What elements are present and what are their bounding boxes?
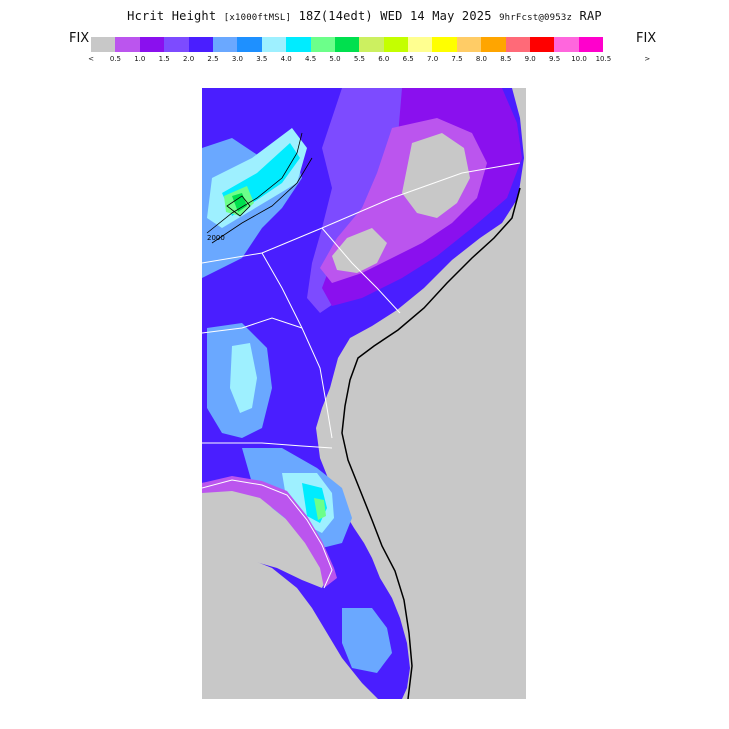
legend-swatch: [261, 37, 287, 52]
legend-swatch: [530, 37, 555, 52]
legend-tick-label: 2.0: [183, 55, 195, 63]
field-fix-sc: [332, 228, 387, 273]
map-title: Hcrit Height [x1000ftMSL] 18Z(14edt) WED…: [0, 9, 729, 23]
legend-ticks: <0.5 1.0 1.5 2.0 2.5 3.0 3.5 4.0 4.5 5.0 5.5 6.0 6.5…: [88, 55, 653, 67]
legend-swatch: [188, 37, 213, 52]
gulf-gray: [202, 478, 332, 588]
title-valid-time: 18Z(14edt) WED 14 May 2025: [298, 9, 492, 23]
legend-fix-left: FIX: [69, 31, 90, 46]
legend-swatch: [554, 37, 579, 52]
legend-tick-label: 0.5: [109, 55, 121, 63]
legend-tick-less: <: [88, 55, 94, 63]
legend-tick-label: 3.0: [231, 55, 243, 63]
legend-swatch: [212, 37, 238, 52]
legend-tick-label: 3.5: [256, 55, 268, 63]
atlantic-ocean: [344, 188, 526, 699]
legend-swatch: [286, 37, 311, 52]
map-panel: 2000: [202, 88, 526, 699]
legend-swatch: [237, 37, 262, 52]
legend-swatch: [481, 37, 506, 52]
legend-tick-label: 4.5: [305, 55, 317, 63]
legend-tick-label: 7.5: [451, 55, 463, 63]
legend-swatch: [164, 37, 189, 52]
title-field: Hcrit Height: [127, 9, 217, 23]
field-3.5-ga: [230, 343, 257, 413]
legend-tick-label: 8.0: [475, 55, 487, 63]
legend-swatch: [383, 37, 409, 52]
legend-tick-label: 9.5: [549, 55, 561, 63]
field-0.5-gulf-edge: [202, 476, 337, 588]
field-3.0-south: [342, 608, 392, 673]
contour-label: 2000: [207, 234, 225, 242]
legend-swatch: [578, 37, 604, 52]
legend-tick-label: 6.5: [402, 55, 414, 63]
color-legend: [91, 37, 604, 52]
legend-tick-label: 1.5: [158, 55, 170, 63]
legend-swatch: [408, 37, 433, 52]
contours: [206, 132, 313, 244]
legend-tick-label: 5.0: [329, 55, 341, 63]
legend-swatch: [359, 37, 384, 52]
legend-tick-label: 2.5: [207, 55, 219, 63]
legend-swatch: [432, 37, 457, 52]
title-forecast: 9hrFcst@0953z: [499, 13, 573, 23]
coastline: [341, 187, 521, 699]
legend-swatch: [456, 37, 482, 52]
legend-swatch: [505, 37, 531, 52]
legend-tick-label: 6.0: [378, 55, 390, 63]
legend-tick-label: 8.5: [500, 55, 512, 63]
legend-swatch: [310, 37, 335, 52]
state-boundaries: [202, 162, 521, 449]
legend-tick-label: 10.5: [595, 55, 612, 63]
legend-tick-label: 5.5: [353, 55, 365, 63]
legend-swatch: [139, 37, 165, 52]
field-fix-carolina: [402, 133, 470, 218]
legend-tick-label: 10.0: [571, 55, 587, 63]
legend-tick-label: 1.0: [134, 55, 146, 63]
legend-swatch: [91, 37, 116, 52]
legend-tick-label: 4.0: [280, 55, 292, 63]
field-5.0-fl: [314, 498, 326, 520]
legend-swatch: [334, 37, 360, 52]
legend-tick-label: 9.0: [524, 55, 536, 63]
title-model: RAP: [579, 9, 602, 23]
gulf-coastline: [202, 479, 333, 589]
legend-tick-greater: >: [644, 55, 651, 63]
legend-swatch: [115, 37, 140, 52]
title-units: [x1000ftMSL]: [223, 13, 292, 23]
legend-fix-right: FIX: [636, 31, 657, 46]
legend-tick-label: 7.0: [427, 55, 439, 63]
